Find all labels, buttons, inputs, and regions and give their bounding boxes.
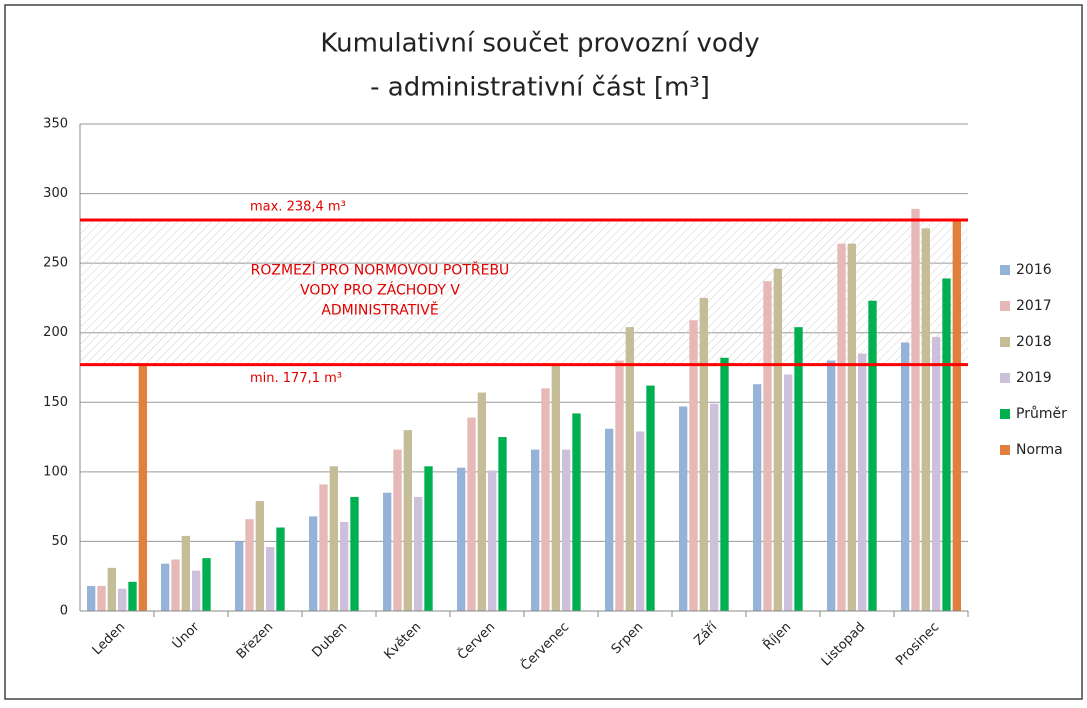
legend-label: 2019 — [1016, 370, 1052, 386]
bar — [921, 228, 930, 611]
y-tick-label: 200 — [43, 325, 68, 340]
bar — [784, 374, 793, 611]
bar — [911, 208, 920, 611]
bar — [403, 430, 412, 611]
bar — [138, 364, 147, 611]
bar — [679, 406, 688, 611]
norm-band — [80, 220, 968, 365]
bar — [605, 428, 614, 611]
bar — [340, 521, 349, 611]
legend-label: 2016 — [1016, 262, 1052, 278]
legend-swatch — [1000, 409, 1010, 419]
y-tick-label: 50 — [51, 534, 68, 549]
bar — [276, 527, 285, 611]
legend-swatch — [1000, 337, 1010, 347]
bar — [646, 385, 655, 611]
reference-label: max. 238,4 m³ — [250, 200, 346, 215]
legend-swatch — [1000, 373, 1010, 383]
bar — [97, 585, 106, 611]
bar — [868, 300, 877, 611]
bar — [161, 563, 170, 611]
bar — [952, 221, 961, 611]
bar — [128, 581, 137, 611]
bar — [309, 516, 318, 611]
bar — [266, 546, 275, 611]
reference-label: min. 177,1 m³ — [250, 371, 342, 386]
bar — [383, 492, 392, 611]
bar — [329, 466, 338, 611]
bar — [531, 449, 540, 611]
bar — [710, 403, 719, 611]
y-tick-label: 250 — [43, 256, 68, 271]
bar — [615, 360, 624, 611]
bar — [350, 496, 359, 611]
bar — [773, 268, 782, 611]
band-label: ADMINISTRATIVĚ — [321, 301, 438, 318]
bar — [763, 281, 772, 611]
bar — [202, 558, 211, 611]
bar — [932, 336, 941, 611]
bar — [192, 570, 201, 611]
bar — [572, 413, 581, 611]
bar — [181, 535, 190, 611]
bar — [393, 449, 402, 611]
legend-swatch — [1000, 301, 1010, 311]
bar — [625, 327, 634, 611]
bar — [551, 364, 560, 611]
bar — [477, 392, 486, 611]
bar — [562, 449, 571, 611]
bar — [245, 519, 254, 611]
bar — [107, 567, 116, 611]
y-tick-label: 150 — [43, 395, 68, 410]
bar — [689, 320, 698, 611]
legend-swatch — [1000, 445, 1010, 455]
bar — [858, 353, 867, 611]
bar — [837, 243, 846, 612]
bar — [467, 417, 476, 611]
y-tick-label: 350 — [43, 117, 68, 132]
bar — [255, 501, 264, 611]
bar — [319, 484, 328, 611]
bar — [699, 297, 708, 611]
legend-swatch — [1000, 265, 1010, 275]
bar — [541, 388, 550, 611]
chart-title: - administrativní část [m³] — [370, 73, 710, 103]
bar — [87, 585, 96, 611]
bar — [498, 437, 507, 611]
band-label: VODY PRO ZÁCHODY V — [300, 281, 460, 298]
bar — [424, 466, 433, 611]
bar — [901, 342, 910, 611]
legend-label: Průměr — [1016, 406, 1067, 422]
y-tick-label: 0 — [60, 604, 68, 619]
legend-label: 2018 — [1016, 334, 1052, 350]
bar — [118, 588, 127, 611]
y-tick-label: 100 — [43, 464, 68, 479]
bar — [942, 278, 951, 611]
legend-label: 2017 — [1016, 298, 1052, 314]
bar — [720, 357, 729, 611]
bar — [636, 431, 645, 611]
bar — [235, 541, 244, 611]
bar — [847, 243, 856, 612]
bar — [753, 384, 762, 611]
bar — [171, 559, 180, 611]
bar — [794, 327, 803, 611]
legend-label: Norma — [1016, 442, 1063, 458]
bar — [827, 360, 836, 611]
chart-title: Kumulativní součet provozní vody — [320, 29, 759, 59]
y-tick-label: 300 — [43, 186, 68, 201]
bar — [488, 470, 497, 611]
bar — [414, 496, 423, 611]
bar — [457, 467, 466, 611]
band-label: ROZMEZÍ PRO NORMOVOU POTŘEBU — [251, 261, 510, 278]
